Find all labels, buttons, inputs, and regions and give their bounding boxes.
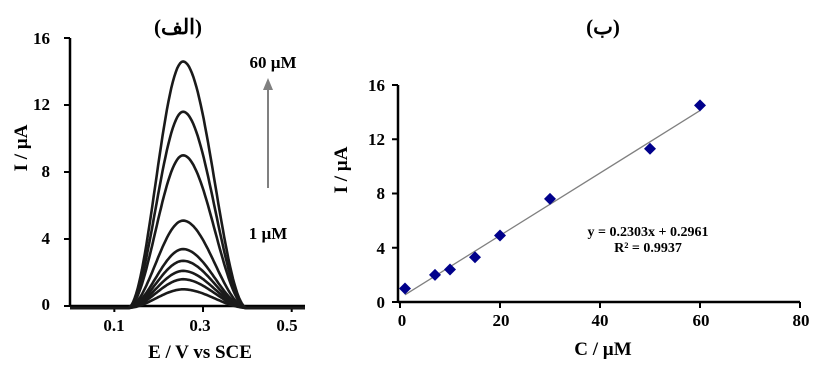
data-point [544, 192, 556, 205]
voltammogram-curve [70, 60, 305, 310]
y-tick-label: 16 [33, 29, 50, 48]
y-axis-label: I / µA [11, 124, 32, 171]
x-tick-label: 0.1 [103, 316, 124, 335]
y-tick-label: 0 [42, 295, 51, 314]
voltammogram-panel: (الف) 16 12 8 4 0 0.1 0.3 0.5 E / V vs S… [11, 15, 305, 363]
data-point [399, 282, 411, 295]
y-tick-label: 8 [377, 184, 386, 203]
data-point [444, 263, 456, 276]
trendline-equation: y = 0.2303x + 0.2961 [588, 225, 709, 240]
y-tick-label: 12 [33, 95, 50, 114]
arrow-start-label: 1 µM [249, 224, 288, 243]
panel-a-label: (الف) [154, 15, 202, 39]
panel-b-label: (ب) [586, 15, 620, 39]
y-axis-label: I / µA [331, 146, 352, 193]
x-tick-label: 0.5 [276, 316, 297, 335]
y-tick-label: 12 [368, 130, 385, 149]
r-squared-label: R² = 0.9937 [614, 241, 682, 256]
data-point [469, 251, 481, 264]
arrow-end-label: 60 µM [249, 53, 296, 72]
x-tick-label: 0 [398, 311, 407, 330]
trendline [404, 110, 701, 296]
voltammogram-curve [70, 259, 305, 310]
y-tick-label: 4 [377, 239, 386, 258]
data-points [399, 99, 706, 295]
voltammogram-curve [70, 277, 305, 310]
x-tick-label: 80 [793, 311, 810, 330]
data-point [429, 268, 441, 281]
x-tick-label: 60 [693, 311, 710, 330]
increase-arrow-head [263, 78, 273, 90]
y-tick-label: 8 [42, 162, 51, 181]
x-tick-label: 0.3 [189, 316, 210, 335]
data-point [694, 99, 706, 112]
x-tick-label: 40 [592, 311, 609, 330]
y-tick-label: 16 [368, 76, 385, 95]
y-tick-label: 4 [42, 229, 51, 248]
calibration-panel: (ب) 16 12 8 4 0 0 20 40 60 80 C / µM I /… [331, 15, 810, 360]
y-tick-marks [392, 84, 398, 303]
x-axis-label: E / V vs SCE [148, 342, 252, 363]
x-tick-marks [399, 302, 801, 308]
data-point [644, 142, 656, 155]
data-point [494, 229, 506, 242]
x-tick-label: 20 [493, 311, 510, 330]
y-tick-label: 0 [377, 293, 386, 312]
voltammogram-curves [70, 60, 305, 310]
x-axis-label: C / µM [574, 339, 631, 360]
y-tick-marks [64, 37, 70, 307]
